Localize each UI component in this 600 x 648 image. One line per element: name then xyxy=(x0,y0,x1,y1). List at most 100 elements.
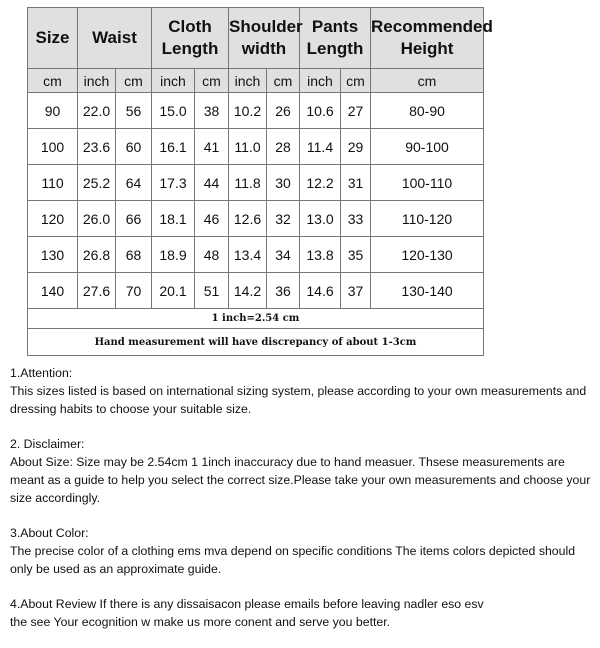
table-cell: 27.6 xyxy=(77,272,116,309)
table-cell: 110 xyxy=(27,164,78,201)
table-cell: 23.6 xyxy=(77,128,116,165)
table-row: 130 26.8 68 18.9 48 13.4 34 13.8 35 120-130 xyxy=(27,236,484,273)
table-cell: 14.2 xyxy=(228,272,267,309)
discrepancy-row: Hand measurement will have discrepancy o… xyxy=(27,328,484,356)
table-cell: 90-100 xyxy=(370,128,484,165)
note-paragraph: 2. Disclaimer: About Size: Size may be 2.… xyxy=(10,435,595,507)
table-cell: 100 xyxy=(27,128,78,165)
unit-cell: cm xyxy=(339,68,372,93)
table-cell: 37 xyxy=(339,272,372,309)
notes-section: 1.Attention: This sizes listed is based o… xyxy=(10,364,595,648)
table-cell: 130-140 xyxy=(370,272,484,309)
table-row: 120 26.0 66 18.1 46 12.6 32 13.0 33 110-120 xyxy=(27,200,484,237)
table-cell: 56 xyxy=(115,92,152,129)
table-cell: 38 xyxy=(194,92,229,129)
table-cell: 13.4 xyxy=(228,236,267,273)
table-cell: 66 xyxy=(115,200,152,237)
table-cell: 13.0 xyxy=(299,200,341,237)
header-row: Size Waist Cloth Length Shoulder width P… xyxy=(27,7,493,69)
table-cell: 90 xyxy=(27,92,78,129)
table-cell: 51 xyxy=(194,272,229,309)
table-cell: 26 xyxy=(266,92,300,129)
size-chart-table: Size Waist Cloth Length Shoulder width P… xyxy=(27,7,493,356)
unit-cell: inch xyxy=(77,68,116,93)
table-cell: 46 xyxy=(194,200,229,237)
table-cell: 30 xyxy=(266,164,300,201)
table-cell: 10.2 xyxy=(228,92,267,129)
table-cell: 15.0 xyxy=(151,92,195,129)
table-cell: 32 xyxy=(266,200,300,237)
unit-cell: cm xyxy=(194,68,229,93)
note-title: 2. Disclaimer: xyxy=(10,437,85,451)
unit-cell: inch xyxy=(299,68,341,93)
unit-cell: cm xyxy=(27,68,78,93)
table-row: 140 27.6 70 20.1 51 14.2 36 14.6 37 130-140 xyxy=(27,272,484,309)
table-cell: 48 xyxy=(194,236,229,273)
table-cell: 68 xyxy=(115,236,152,273)
table-cell: 12.6 xyxy=(228,200,267,237)
unit-cell: inch xyxy=(228,68,267,93)
table-cell: 31 xyxy=(339,164,372,201)
table-row: 90 22.0 56 15.0 38 10.2 26 10.6 27 80-90 xyxy=(27,92,484,129)
table-cell: 35 xyxy=(339,236,372,273)
header-shoulder-width: Shoulder width xyxy=(228,7,303,69)
note-title: 3.About Color: xyxy=(10,526,89,540)
note-paragraph: 1.Attention: This sizes listed is based o… xyxy=(10,364,595,418)
note-body: This sizes listed is based on internatio… xyxy=(10,384,587,416)
note-paragraph: 3.About Color: The precise color of a clo… xyxy=(10,524,595,578)
table-cell: 13.8 xyxy=(299,236,341,273)
header-pants-length: Pants Length xyxy=(298,7,372,69)
unit-cell: cm xyxy=(266,68,300,93)
header-recommended-height: Recommended Height xyxy=(370,7,493,69)
table-row: 100 23.6 60 16.1 41 11.0 28 11.4 29 90-100 xyxy=(27,128,484,165)
table-cell: 33 xyxy=(339,200,372,237)
header-size: Size xyxy=(27,7,78,69)
unit-cell: inch xyxy=(151,68,195,93)
table-cell: 140 xyxy=(27,272,78,309)
table-cell: 11.4 xyxy=(299,128,341,165)
note-body: The precise color of a clothing ems mva … xyxy=(10,544,576,576)
table-cell: 80-90 xyxy=(370,92,484,129)
table-cell: 36 xyxy=(266,272,300,309)
table-cell: 17.3 xyxy=(151,164,195,201)
table-cell: 26.8 xyxy=(77,236,116,273)
table-cell: 18.1 xyxy=(151,200,195,237)
table-cell: 10.6 xyxy=(299,92,341,129)
table-cell: 22.0 xyxy=(77,92,116,129)
table-cell: 29 xyxy=(339,128,372,165)
table-cell: 20.1 xyxy=(151,272,195,309)
table-cell: 70 xyxy=(115,272,152,309)
note-paragraph: 4.About Review If there is any dissaisac… xyxy=(10,595,595,631)
unit-cell: cm xyxy=(115,68,152,93)
table-cell: 110-120 xyxy=(370,200,484,237)
discrepancy-note: Hand measurement will have discrepancy o… xyxy=(27,328,484,356)
unit-cell: cm xyxy=(370,68,484,93)
table-cell: 60 xyxy=(115,128,152,165)
table-cell: 12.2 xyxy=(299,164,341,201)
table-cell: 25.2 xyxy=(77,164,116,201)
table-cell: 28 xyxy=(266,128,300,165)
conversion-note: 1 inch=2.54 cm xyxy=(27,308,484,329)
header-cloth-length: Cloth Length xyxy=(151,7,229,69)
table-cell: 16.1 xyxy=(151,128,195,165)
note-body: the see Your ecognition w make us more c… xyxy=(10,615,391,629)
table-cell: 120 xyxy=(27,200,78,237)
table-cell: 27 xyxy=(339,92,372,129)
table-cell: 11.0 xyxy=(228,128,267,165)
table-cell: 34 xyxy=(266,236,300,273)
table-cell: 26.0 xyxy=(77,200,116,237)
note-body: About Size: Size may be 2.54cm 1 1inch i… xyxy=(10,455,591,505)
table-cell: 120-130 xyxy=(370,236,484,273)
units-row: cm inch cm inch cm inch cm inch cm cm xyxy=(27,68,484,93)
table-cell: 11.8 xyxy=(228,164,267,201)
table-row: 110 25.2 64 17.3 44 11.8 30 12.2 31 100-110 xyxy=(27,164,484,201)
table-body: 90 22.0 56 15.0 38 10.2 26 10.6 27 80-90 100 23.6 60… xyxy=(27,92,484,309)
header-waist: Waist xyxy=(77,7,152,69)
table-cell: 44 xyxy=(194,164,229,201)
table-cell: 14.6 xyxy=(299,272,341,309)
table-cell: 100-110 xyxy=(370,164,484,201)
note-title: 4.About Review If there is any dissaisac… xyxy=(10,597,484,611)
conversion-row: 1 inch=2.54 cm xyxy=(27,308,484,329)
note-title: 1.Attention: xyxy=(10,366,73,380)
table-cell: 64 xyxy=(115,164,152,201)
